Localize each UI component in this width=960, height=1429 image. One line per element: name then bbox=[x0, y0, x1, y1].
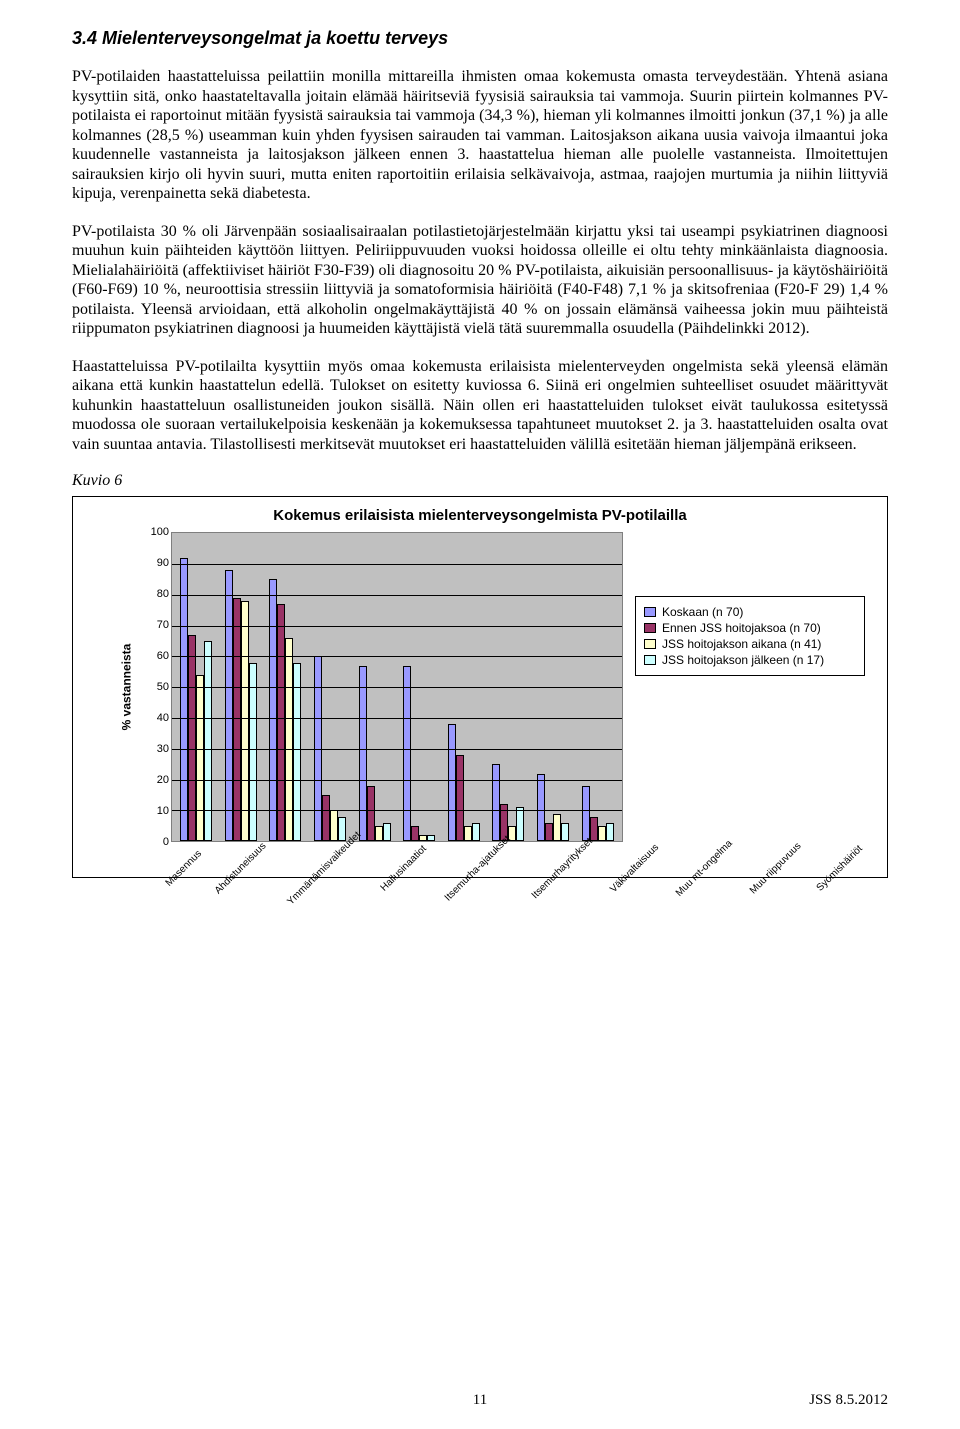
y-tick-label: 40 bbox=[143, 712, 169, 724]
chart-inner: % vastanneista 0102030405060708090100 Ma… bbox=[87, 532, 873, 842]
y-axis-label: % vastanneista bbox=[119, 644, 133, 731]
legend-swatch bbox=[644, 623, 656, 633]
legend-swatch bbox=[644, 607, 656, 617]
bar bbox=[464, 826, 472, 841]
y-ticks: 0102030405060708090100 bbox=[143, 532, 169, 842]
chart-title: Kokemus erilaisista mielenterveysongelmi… bbox=[87, 507, 873, 524]
bar bbox=[516, 807, 524, 841]
x-tick-label: Syömishäiriöt bbox=[814, 844, 906, 936]
gridline bbox=[172, 595, 622, 596]
gridline bbox=[172, 564, 622, 565]
bar bbox=[233, 598, 241, 841]
x-labels: MasennusAhdistuneisuusYmmärtämisvaikeude… bbox=[171, 842, 623, 912]
bar bbox=[553, 814, 561, 842]
y-tick-label: 50 bbox=[143, 681, 169, 693]
y-tick-label: 70 bbox=[143, 619, 169, 631]
bar bbox=[375, 826, 383, 841]
bar bbox=[598, 826, 606, 841]
bar bbox=[427, 835, 435, 841]
bar bbox=[456, 755, 464, 841]
bar bbox=[561, 823, 569, 841]
bar bbox=[545, 823, 553, 841]
gridline bbox=[172, 687, 622, 688]
bar bbox=[582, 786, 590, 841]
bar bbox=[419, 835, 427, 841]
y-tick-label: 30 bbox=[143, 743, 169, 755]
legend-swatch bbox=[644, 639, 656, 649]
bar bbox=[472, 823, 480, 841]
plot-wrap: 0102030405060708090100 MasennusAhdistune… bbox=[143, 532, 623, 842]
paragraph-2: PV-potilaista 30 % oli Järvenpään sosiaa… bbox=[72, 222, 888, 339]
chart-legend: Koskaan (n 70) Ennen JSS hoitojaksoa (n 7… bbox=[635, 596, 865, 676]
legend-label: Koskaan (n 70) bbox=[662, 605, 743, 619]
gridline bbox=[172, 749, 622, 750]
y-tick-label: 100 bbox=[143, 526, 169, 538]
y-tick-label: 20 bbox=[143, 774, 169, 786]
chart-container: Kokemus erilaisista mielenterveysongelmi… bbox=[72, 496, 888, 878]
gridline bbox=[172, 656, 622, 657]
section-heading: 3.4 Mielenterveysongelmat ja koettu terv… bbox=[72, 28, 888, 49]
legend-label: JSS hoitojakson aikana (n 41) bbox=[662, 637, 821, 651]
legend-item: Koskaan (n 70) bbox=[644, 605, 856, 619]
bar bbox=[180, 558, 188, 841]
gridline bbox=[172, 780, 622, 781]
bar bbox=[269, 579, 277, 841]
bar bbox=[330, 810, 338, 841]
y-tick-label: 60 bbox=[143, 650, 169, 662]
bar bbox=[196, 675, 204, 841]
bar bbox=[537, 774, 545, 842]
y-tick-label: 90 bbox=[143, 557, 169, 569]
y-tick-label: 10 bbox=[143, 805, 169, 817]
bar bbox=[492, 764, 500, 841]
paragraph-1: PV-potilaiden haastatteluissa peilattiin… bbox=[72, 67, 888, 204]
bar bbox=[367, 786, 375, 841]
gridline bbox=[172, 626, 622, 627]
gridline bbox=[172, 718, 622, 719]
bar bbox=[359, 666, 367, 842]
bar bbox=[606, 823, 614, 841]
y-tick-label: 0 bbox=[143, 836, 169, 848]
gridline bbox=[172, 810, 622, 811]
bar bbox=[277, 604, 285, 841]
paragraph-3: Haastatteluissa PV-potilailta kysyttiin … bbox=[72, 357, 888, 455]
legend-label: JSS hoitojakson jälkeen (n 17) bbox=[662, 653, 824, 667]
figure-label: Kuvio 6 bbox=[72, 472, 888, 490]
bar bbox=[293, 663, 301, 842]
bar bbox=[403, 666, 411, 842]
bar bbox=[241, 601, 249, 841]
legend-item: JSS hoitojakson aikana (n 41) bbox=[644, 637, 856, 651]
legend-swatch bbox=[644, 655, 656, 665]
footer-right: JSS 8.5.2012 bbox=[809, 1392, 888, 1409]
bar bbox=[322, 795, 330, 841]
plot-area bbox=[171, 532, 623, 842]
bar bbox=[225, 570, 233, 841]
y-tick-label: 80 bbox=[143, 588, 169, 600]
bar bbox=[383, 823, 391, 841]
legend-item: Ennen JSS hoitojaksoa (n 70) bbox=[644, 621, 856, 635]
bar bbox=[249, 663, 257, 842]
bar bbox=[338, 817, 346, 842]
legend-item: JSS hoitojakson jälkeen (n 17) bbox=[644, 653, 856, 667]
bar bbox=[411, 826, 419, 841]
page-number: 11 bbox=[473, 1392, 487, 1409]
legend-label: Ennen JSS hoitojaksoa (n 70) bbox=[662, 621, 821, 635]
bar bbox=[590, 817, 598, 842]
bar bbox=[448, 724, 456, 841]
page-footer: 11 JSS 8.5.2012 bbox=[72, 1392, 888, 1409]
